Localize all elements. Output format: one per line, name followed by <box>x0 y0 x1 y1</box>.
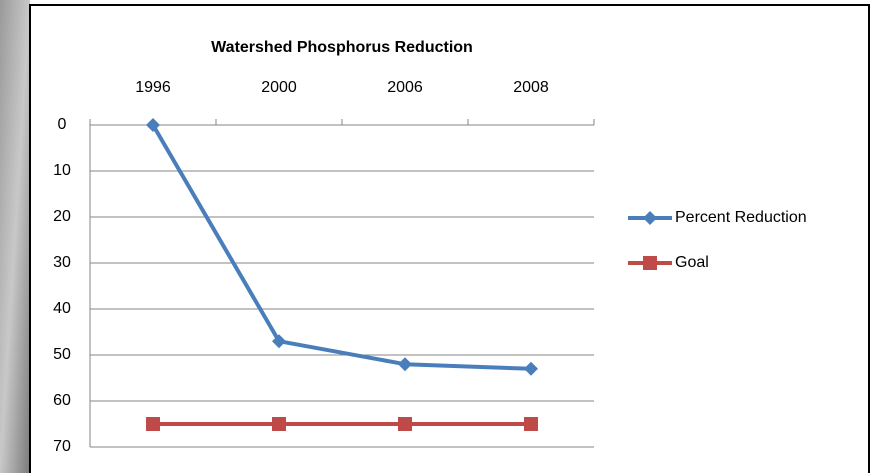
x-tick-label: 2000 <box>261 79 297 96</box>
y-tick-label: 20 <box>53 208 71 225</box>
legend-label: Percent Reduction <box>675 209 807 226</box>
x-tick-label: 2006 <box>387 79 423 96</box>
y-tick-label: 60 <box>53 392 71 409</box>
legend-label: Goal <box>675 254 709 271</box>
chart-frame <box>30 5 869 473</box>
y-tick-label: 40 <box>53 300 71 317</box>
y-tick-label: 70 <box>53 438 71 455</box>
point <box>146 417 160 431</box>
background-photo-edge <box>0 0 30 473</box>
point <box>643 256 657 270</box>
y-tick-label: 10 <box>53 162 71 179</box>
point <box>398 417 412 431</box>
x-tick-label: 2008 <box>513 79 549 96</box>
y-tick-label: 50 <box>53 346 71 363</box>
chart: Watershed Phosphorus Reduction 0 10 20 30 40… <box>0 0 876 473</box>
point <box>524 417 538 431</box>
point <box>272 417 286 431</box>
x-tick-label: 1996 <box>135 79 171 96</box>
y-tick-label: 0 <box>58 116 67 133</box>
y-tick-label: 30 <box>53 254 71 271</box>
chart-title: Watershed Phosphorus Reduction <box>211 39 473 56</box>
